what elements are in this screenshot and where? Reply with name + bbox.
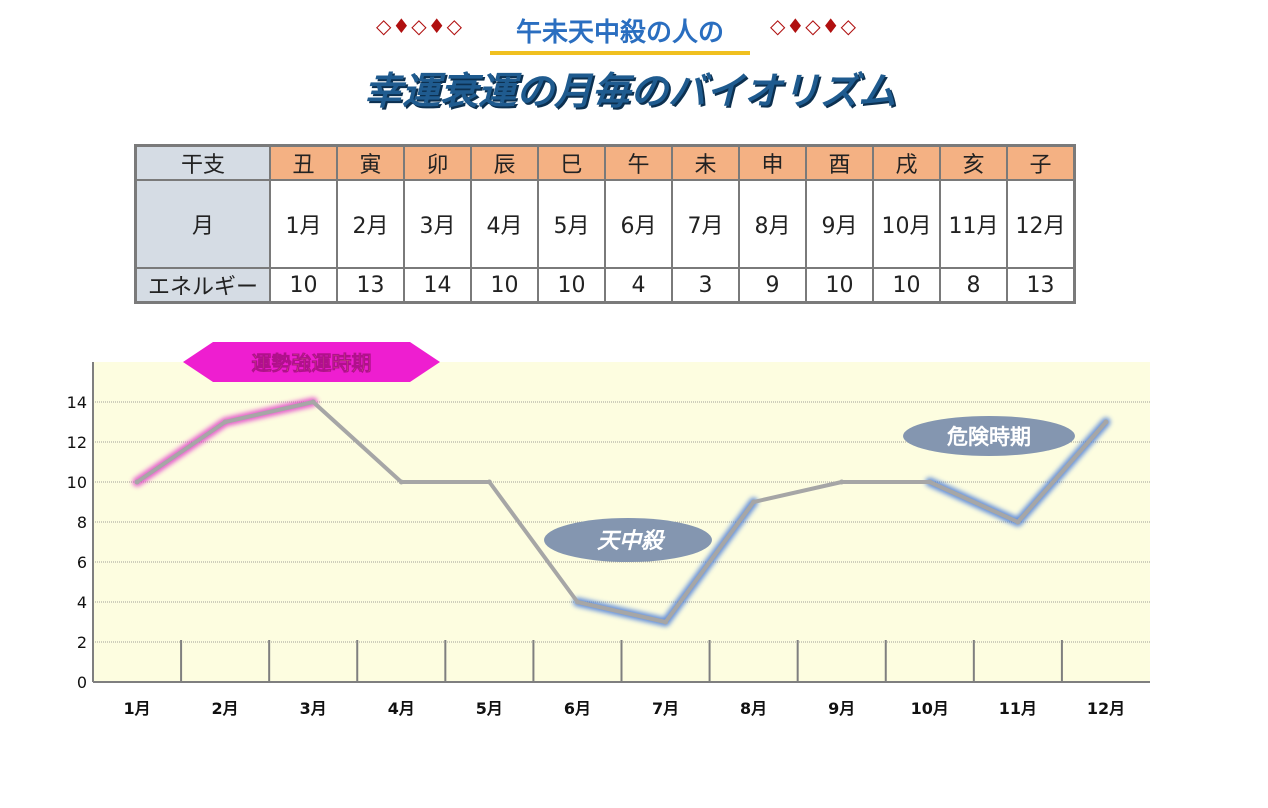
data-point [663, 619, 669, 625]
eto-row: 干支 丑 寅 卯 辰 巳 午 未 申 酉 戌 亥 子 [134, 144, 1076, 181]
eto-cell: 午 [604, 144, 673, 181]
data-point [751, 499, 757, 505]
x-tick-label: 9月 [828, 699, 855, 718]
tenchusatsu-label: 天中殺 [597, 529, 666, 554]
eto-cell: 寅 [336, 144, 405, 181]
ornament-left: ◇♦◇♦◇ [376, 14, 464, 38]
x-tick-label: 1月 [123, 699, 150, 718]
y-tick-label: 8 [77, 513, 87, 532]
data-point [927, 479, 933, 485]
month-row: 月 1月 2月 3月 4月 5月 6月 7月 8月 9月 10月 11月 12月 [134, 179, 1076, 269]
energy-line [135, 400, 1108, 624]
x-tick-label: 7月 [652, 699, 679, 718]
x-tick-label: 12月 [1087, 699, 1125, 718]
data-point [1015, 519, 1021, 525]
subtitle: 午未天中殺の人の [490, 12, 750, 55]
x-tick-label: 6月 [564, 699, 591, 718]
data-point [486, 479, 492, 485]
eto-cell: 辰 [470, 144, 539, 181]
energy-cell: 10 [470, 267, 539, 304]
eto-cell: 申 [738, 144, 807, 181]
energy-cell: 10 [269, 267, 338, 304]
y-tick-label: 2 [77, 633, 87, 652]
data-point [310, 399, 316, 405]
month-cell: 3月 [403, 179, 472, 269]
y-tick-label: 0 [77, 673, 87, 692]
x-tick-label: 8月 [740, 699, 767, 718]
data-point [398, 479, 404, 485]
energy-cell: 10 [805, 267, 874, 304]
strong-period-banner [183, 342, 440, 382]
strong-period-label: 運勢強運時期 [252, 351, 372, 375]
x-tick-label: 4月 [388, 699, 415, 718]
energy-cell: 13 [1006, 267, 1076, 304]
month-cell: 6月 [604, 179, 673, 269]
x-tick-label: 10月 [911, 699, 949, 718]
row-label-energy: エネルギー [134, 267, 271, 304]
month-cell: 12月 [1006, 179, 1076, 269]
row-label-month: 月 [134, 179, 271, 269]
eto-cell: 丑 [269, 144, 338, 181]
x-tick-label: 5月 [476, 699, 503, 718]
y-tick-label: 10 [67, 473, 87, 492]
biorhythm-chart: 0 2 4 6 8 10 12 14 1月 2月 3月 4月 5月 6月 7月 8月 9月 10月 11月 12月 運… [67, 342, 1150, 718]
row-label-eto: 干支 [134, 144, 271, 181]
tenchusatsu-ellipse [544, 518, 712, 562]
y-tick-label: 4 [77, 593, 87, 612]
y-tick-label: 14 [67, 393, 87, 412]
x-tick-label: 2月 [212, 699, 239, 718]
month-cell: 2月 [336, 179, 405, 269]
eto-cell: 戌 [872, 144, 941, 181]
month-cell: 5月 [537, 179, 606, 269]
energy-cell: 14 [403, 267, 472, 304]
y-tick-label: 12 [67, 433, 87, 452]
energy-cell: 8 [939, 267, 1008, 304]
month-cell: 4月 [470, 179, 539, 269]
energy-cell: 4 [604, 267, 673, 304]
eto-cell: 酉 [805, 144, 874, 181]
danger-period-label: 危険時期 [947, 425, 1031, 449]
data-point [1103, 419, 1109, 425]
ornament-right: ◇♦◇♦◇ [770, 14, 858, 38]
month-cell: 7月 [671, 179, 740, 269]
eto-cell: 亥 [939, 144, 1008, 181]
energy-cell: 10 [537, 267, 606, 304]
month-cell: 11月 [939, 179, 1008, 269]
energy-cell: 10 [872, 267, 941, 304]
danger-period-ellipse [903, 416, 1075, 456]
month-cell: 10月 [872, 179, 941, 269]
month-cell: 1月 [269, 179, 338, 269]
month-cell: 9月 [805, 179, 874, 269]
month-cell: 8月 [738, 179, 807, 269]
eto-cell: 卯 [403, 144, 472, 181]
eto-cell: 巳 [537, 144, 606, 181]
eto-cell: 子 [1006, 144, 1076, 181]
data-point [574, 599, 580, 605]
energy-cell: 9 [738, 267, 807, 304]
kanshi-table: 干支 丑 寅 卯 辰 巳 午 未 申 酉 戌 亥 子 月 1月 2月 3月 4月… [134, 144, 1076, 304]
x-tick-label: 3月 [300, 699, 327, 718]
data-point [222, 419, 228, 425]
x-tick-label: 11月 [999, 699, 1037, 718]
page-title: 幸運衰運の月毎のバイオリズム [363, 69, 896, 113]
energy-cell: 3 [671, 267, 740, 304]
energy-row: エネルギー 10 13 14 10 10 4 3 9 10 10 8 13 [134, 267, 1076, 304]
data-point [134, 479, 140, 485]
y-tick-label: 6 [77, 553, 87, 572]
energy-cell: 13 [336, 267, 405, 304]
data-point [839, 479, 845, 485]
eto-cell: 未 [671, 144, 740, 181]
